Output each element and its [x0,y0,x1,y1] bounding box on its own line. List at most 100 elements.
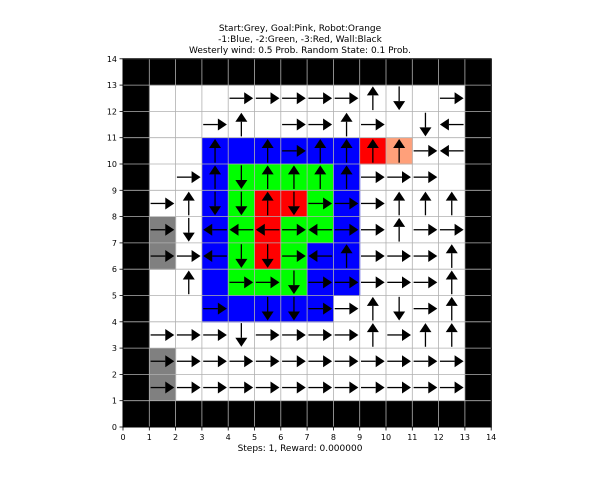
grid-cell [359,58,387,86]
grid-cell [123,242,150,270]
policy-arrow-head [375,250,385,263]
x-tick-label: 5 [252,433,257,442]
grid-cell [123,400,150,428]
policy-arrow-head [296,328,306,341]
policy-arrow-head [191,171,201,184]
grid-cell [123,216,150,244]
policy-arrow-head [428,302,438,315]
grid-cell [123,58,150,86]
grid-cell [333,400,361,428]
grid-cell [175,400,203,428]
y-tick-label: 5 [112,292,117,301]
policy-arrow-head [349,328,359,341]
policy-arrow-head [340,244,353,254]
policy-arrow-head [401,381,411,394]
policy-arrow-head [296,144,306,157]
policy-arrow-head [375,355,385,368]
policy-arrow-head [340,139,353,149]
x-tick-label: 0 [120,433,125,442]
policy-arrow-head [165,197,175,210]
y-tick-label: 4 [112,318,117,327]
grid-cell [333,58,361,86]
grid-cell [228,58,255,86]
grid-cell [438,400,466,428]
policy-arrow-head [393,217,406,227]
policy-arrow-head [349,197,359,210]
grid-cell [464,58,492,86]
policy-arrow-head [472,101,485,111]
y-tick-label: 1 [112,397,117,406]
grid-cell [123,111,150,139]
x-tick-label: 12 [434,433,444,442]
policy-arrow-head [182,232,195,242]
policy-arrow-head [349,381,359,394]
policy-arrow-head [466,144,476,157]
policy-arrow-head [296,92,306,105]
policy-arrow-head [296,381,306,394]
policy-arrow-head [428,144,438,157]
policy-arrow-head [375,171,385,184]
grid-cell [254,400,282,428]
y-tick-label: 11 [107,134,117,143]
grid-cell [201,58,229,86]
policy-arrow-head [439,144,449,157]
policy-arrow-head [217,381,227,394]
grid-cell [123,295,150,323]
policy-arrow-head [401,328,411,341]
grid-cell [123,269,150,296]
policy-arrow-head [287,311,300,321]
grid-cell [464,348,492,375]
policy-arrow-head [217,302,227,315]
policy-arrow-head [323,328,333,341]
policy-arrow-head [375,381,385,394]
grid-cell [123,164,150,191]
policy-arrow-head [270,276,280,289]
title-line-3: Westerly wind: 0.5 Prob. Random State: 0… [189,46,411,56]
policy-arrow-head [191,250,201,263]
policy-arrow-head [340,165,353,175]
policy-arrow-head [308,250,318,263]
policy-arrow-head [209,165,222,175]
policy-arrow-head [255,223,265,236]
policy-arrow-head [261,139,274,149]
x-tick-label: 3 [199,433,204,442]
policy-arrow-head [308,223,318,236]
policy-arrow-head [235,206,248,216]
policy-arrow-head [165,355,175,368]
y-tick-label: 8 [112,213,117,222]
grid-cell [228,295,255,323]
policy-arrow-head [217,355,227,368]
policy-arrow-head [244,355,254,368]
policy-arrow-head [445,270,458,280]
x-tick-label: 4 [226,433,231,442]
policy-arrow-head [165,223,175,236]
policy-arrow-head [428,381,438,394]
policy-arrow-head [428,171,438,184]
policy-arrow-head [323,92,333,105]
policy-arrow-head [375,197,385,210]
policy-arrow-head [165,250,175,263]
policy-arrow-head [270,92,280,105]
policy-arrow-head [296,223,306,236]
grid-cell [149,400,177,428]
grid-cell [175,58,203,86]
policy-arrow-head [401,276,411,289]
grid-cell [123,190,150,218]
policy-arrow-head [349,276,359,289]
policy-arrow-head [244,92,254,105]
x-tick-label: 11 [407,433,417,442]
x-tick-label: 10 [381,433,391,442]
policy-arrow-head [296,355,306,368]
grid-cell [386,58,413,86]
x-tick-label: 9 [357,433,362,442]
y-tick-label: 9 [112,186,117,195]
policy-arrow-head [235,258,248,268]
policy-arrow-head [229,223,239,236]
x-tick-label: 2 [173,433,178,442]
policy-arrow-head [235,337,248,347]
grid-cell [307,58,334,86]
policy-arrow-head [244,381,254,394]
policy-arrow-head [401,250,411,263]
grid-cell [228,400,255,428]
grid-cell [123,321,150,349]
